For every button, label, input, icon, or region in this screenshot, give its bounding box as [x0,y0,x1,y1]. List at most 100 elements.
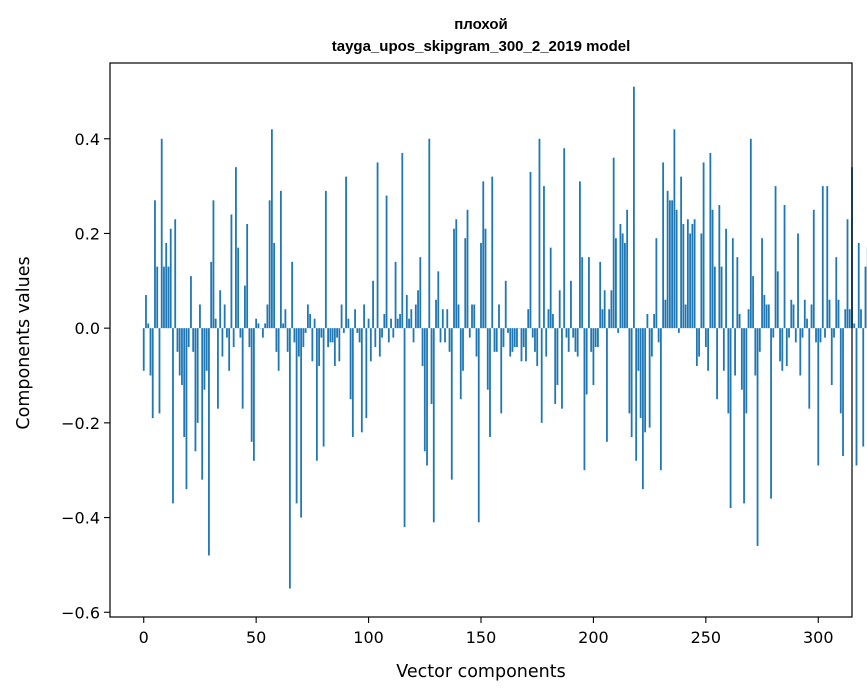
x-axis-ticks: 0 50 100 150 200 250 300 [139,617,834,647]
bar-48 [250,328,253,442]
bar-171 [527,309,530,329]
bar-20 [187,328,190,348]
bar-282 [776,271,779,329]
bar-263 [734,328,736,376]
bar-105 [378,328,381,357]
bar-164 [511,328,514,352]
bar-257 [720,266,723,329]
bar-295 [806,318,808,329]
bar-155 [491,176,494,329]
bar-108 [385,195,388,329]
bar-181 [549,247,552,329]
bar-168 [520,328,523,362]
y-tick-label: −0.4 [61,509,100,528]
bar-67 [293,328,296,343]
bar-81 [324,190,327,329]
bar-14 [174,219,177,329]
bar-76 [313,318,316,329]
bar-146 [471,304,473,329]
bar-260 [727,328,730,414]
bar-11 [167,266,170,329]
bar-321 [864,266,867,329]
bar-114 [399,313,401,329]
bar-23 [194,328,197,452]
bar-221 [639,328,642,419]
bar-84 [331,328,334,343]
bar-90 [345,176,347,329]
bar-100 [367,318,370,329]
bar-267 [743,328,745,504]
bar-232 [664,299,667,329]
bar-65 [288,328,291,589]
bar-198 [588,257,590,329]
bar-102 [372,280,374,329]
bar-145 [468,328,471,338]
bar-162 [507,328,509,333]
bar-98 [363,304,365,329]
bar-217 [630,328,633,438]
bar-113 [396,318,399,329]
bar-69 [297,328,300,357]
y-tick-label: 0.4 [75,130,100,149]
y-tick-label: −0.2 [61,414,100,433]
bar-291 [797,233,799,329]
bar-134 [444,328,446,343]
bar-3 [149,328,152,376]
bar-261 [729,328,732,509]
bar-136 [448,328,451,352]
bar-165 [513,328,516,348]
bar-192 [574,328,577,352]
y-tick-label: 0.2 [75,224,100,243]
bar-4 [151,328,154,419]
bar-116 [403,328,406,528]
bar-50 [255,318,258,329]
bar-120 [412,328,415,343]
chart-title: плохой [454,16,508,33]
bar-233 [666,190,669,329]
bar-245 [693,219,696,329]
bar-175 [536,328,539,367]
bar-68 [295,328,298,504]
bar-28 [205,328,208,371]
bar-142 [462,328,464,371]
bar-199 [590,328,593,352]
bar-156 [493,328,496,352]
bar-288 [790,299,793,329]
bar-15 [176,328,179,352]
bar-219 [635,328,638,461]
bar-211 [617,328,620,333]
bar-151 [482,181,485,329]
y-tick-label: −0.6 [61,603,100,622]
bar-206 [606,328,608,442]
bar-236 [673,129,676,329]
bar-38 [228,328,231,371]
x-tick-label: 0 [139,628,149,647]
bar-6 [156,266,159,329]
bar-303 [824,328,826,338]
bar-173 [531,328,534,338]
bar-235 [671,200,674,329]
bar-143 [464,238,467,329]
bar-45 [244,285,246,329]
bar-204 [601,309,604,329]
bar-259 [725,228,727,329]
bar-238 [677,328,680,333]
bar-266 [740,328,743,390]
bar-161 [504,280,507,329]
bar-2 [147,323,150,329]
bar-215 [626,209,629,329]
bar-189 [567,328,570,352]
chart-subtitle: tayga_upos_skipgram_300_2_2019 model [332,38,631,55]
bar-190 [570,280,572,329]
bar-70 [300,328,303,518]
x-tick-label: 250 [691,628,722,647]
bar-46 [246,223,249,329]
bar-131 [437,271,440,329]
bar-248 [700,233,703,329]
bar-207 [608,309,611,329]
bar-278 [767,304,770,329]
bar-34 [219,290,222,329]
bar-137 [450,328,453,480]
